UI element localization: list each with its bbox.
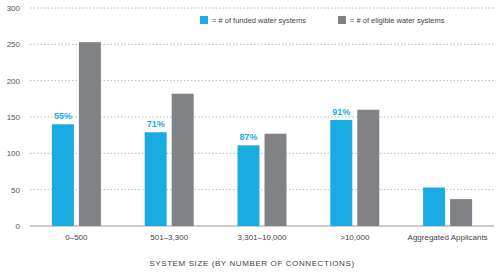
bar	[145, 132, 167, 226]
x-tick-label: 3,301–10,000	[238, 233, 287, 242]
y-tick-label: 250	[7, 40, 21, 49]
annotation: 55%	[54, 111, 72, 121]
chart-svg: 0 50 100 150 200 250 300 0–500 501–3,300 3,301–10…	[0, 0, 496, 272]
legend-label: = # of funded water systems	[212, 16, 306, 25]
bar	[450, 199, 472, 226]
chart-container: 0 50 100 150 200 250 300 0–500 501–3,300 3,301–10…	[0, 0, 496, 272]
bar	[79, 42, 101, 226]
bar	[423, 187, 445, 226]
y-tick-label: 150	[7, 113, 21, 122]
x-axis-title: SYSTEM SIZE (BY NUMBER OF CONNECTIONS)	[149, 259, 354, 268]
y-axis-line	[30, 8, 31, 226]
legend-label: = # of eligible water systems	[350, 16, 445, 25]
x-tick-label: 501–3,300	[150, 233, 188, 242]
annotation: 71%	[147, 119, 165, 129]
annotation: 91%	[332, 107, 350, 117]
x-tick-label: 0–500	[65, 233, 88, 242]
bar	[172, 94, 194, 226]
x-tick-label: >10,000	[340, 233, 370, 242]
y-tick-label: 200	[7, 77, 21, 86]
bar	[357, 110, 379, 226]
legend-swatch	[200, 16, 208, 24]
annotation: 87%	[239, 132, 257, 142]
y-tick-label: 50	[11, 186, 20, 195]
y-tick-label: 100	[7, 149, 21, 158]
y-tick-label: 300	[7, 4, 21, 13]
bar	[330, 120, 352, 226]
grid-line	[30, 8, 494, 9]
bar	[52, 124, 74, 226]
bars	[52, 42, 472, 226]
legend-swatch	[338, 16, 346, 24]
y-tick-label: 0	[16, 222, 21, 231]
bar	[238, 145, 260, 226]
bar	[265, 134, 287, 226]
x-tick-label: Aggregated Applicants	[408, 233, 488, 242]
